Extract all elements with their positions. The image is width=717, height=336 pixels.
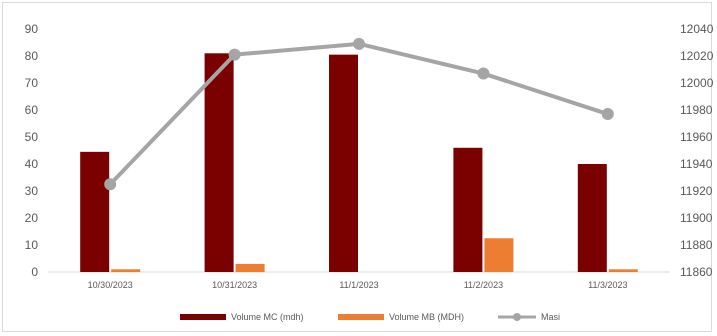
bar-volume-mb [235, 263, 265, 272]
y-left-tick-label: 20 [25, 211, 39, 225]
y-right-tick-label: 11960 [680, 130, 713, 144]
masi-point [104, 178, 117, 191]
y-left-tick-label: 80 [25, 49, 39, 63]
masi-line [108, 41, 610, 187]
bar-volume-mb [608, 269, 638, 272]
bar-volume-mc [453, 147, 483, 272]
bar-volume-mc [80, 151, 110, 272]
masi-point [477, 67, 490, 80]
y-right-tick-label: 11900 [680, 211, 713, 225]
y-right-tick-label: 12000 [680, 76, 714, 90]
legend-label: Masi [541, 312, 560, 322]
x-tick-label: 11/2/2023 [464, 280, 503, 290]
y-right-tick-label: 12040 [680, 22, 714, 36]
y-left-tick-label: 30 [25, 184, 39, 198]
x-tick-label: 11/3/2023 [588, 280, 627, 290]
x-tick-label: 11/1/2023 [339, 280, 378, 290]
y-right-tick-label: 11920 [680, 184, 713, 198]
masi-point [228, 48, 241, 61]
y-left-tick-label: 40 [25, 157, 39, 171]
legend-label: Volume MB (MDH) [389, 312, 464, 322]
bar-volume-mb [111, 269, 141, 272]
legend-label: Volume MC (mdh) [231, 312, 304, 322]
y-left-tick-label: 70 [25, 76, 39, 90]
y-left-tick-label: 90 [25, 22, 39, 36]
bar-volume-mc [329, 54, 358, 273]
bar-volume-mb [484, 238, 514, 272]
bar-volume-mc [577, 164, 607, 272]
y-left-tick-label: 60 [25, 103, 39, 117]
y-right-tick-label: 11940 [680, 157, 713, 171]
x-tick-label: 10/30/2023 [88, 280, 133, 290]
legend-swatch [180, 314, 226, 320]
masi-point [601, 108, 614, 121]
y-right-tick-label: 11980 [680, 103, 713, 117]
y-left-tick-label: 50 [25, 130, 39, 144]
bar-volume-mc [204, 53, 234, 272]
legend-marker [513, 313, 521, 321]
legend-swatch [338, 314, 384, 320]
y-left-tick-label: 0 [31, 265, 38, 279]
x-tick-label: 10/31/2023 [212, 280, 257, 290]
y-left-tick-label: 10 [25, 238, 39, 252]
y-right-tick-label: 11860 [680, 265, 713, 279]
y-right-tick-label: 12020 [680, 49, 714, 63]
masi-point [353, 37, 365, 50]
y-right-tick-label: 11880 [680, 238, 713, 252]
